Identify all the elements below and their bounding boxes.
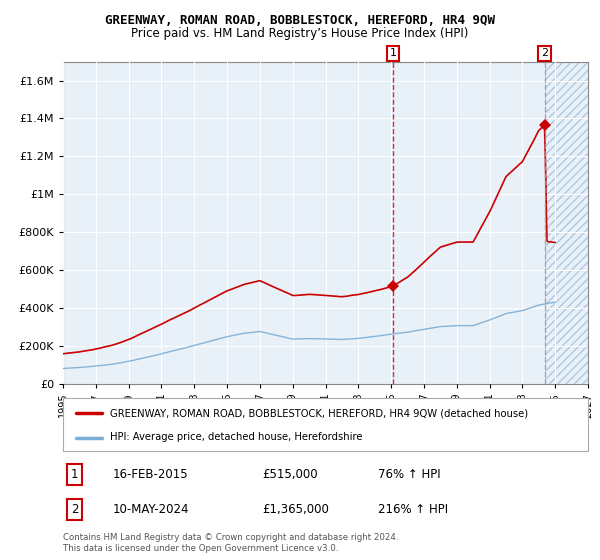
Bar [545, 62, 588, 384]
Text: 2: 2 [541, 48, 548, 58]
Text: 76% ↑ HPI: 76% ↑ HPI [378, 468, 440, 481]
Bar [545, 62, 588, 384]
FancyBboxPatch shape [63, 398, 588, 451]
Text: 216% ↑ HPI: 216% ↑ HPI [378, 503, 448, 516]
Text: GREENWAY, ROMAN ROAD, BOBBLESTOCK, HEREFORD, HR4 9QW: GREENWAY, ROMAN ROAD, BOBBLESTOCK, HEREF… [105, 14, 495, 27]
Text: 2: 2 [71, 503, 78, 516]
Text: 1: 1 [71, 468, 78, 481]
Text: 16-FEB-2015: 16-FEB-2015 [113, 468, 188, 481]
Text: Price paid vs. HM Land Registry’s House Price Index (HPI): Price paid vs. HM Land Registry’s House … [131, 27, 469, 40]
Text: HPI: Average price, detached house, Herefordshire: HPI: Average price, detached house, Here… [110, 432, 363, 442]
Text: GREENWAY, ROMAN ROAD, BOBBLESTOCK, HEREFORD, HR4 9QW (detached house): GREENWAY, ROMAN ROAD, BOBBLESTOCK, HEREF… [110, 408, 529, 418]
Text: 10-MAY-2024: 10-MAY-2024 [113, 503, 190, 516]
Text: Contains HM Land Registry data © Crown copyright and database right 2024.
This d: Contains HM Land Registry data © Crown c… [63, 533, 398, 553]
Text: 1: 1 [389, 48, 397, 58]
Text: £1,365,000: £1,365,000 [263, 503, 329, 516]
Text: £515,000: £515,000 [263, 468, 318, 481]
